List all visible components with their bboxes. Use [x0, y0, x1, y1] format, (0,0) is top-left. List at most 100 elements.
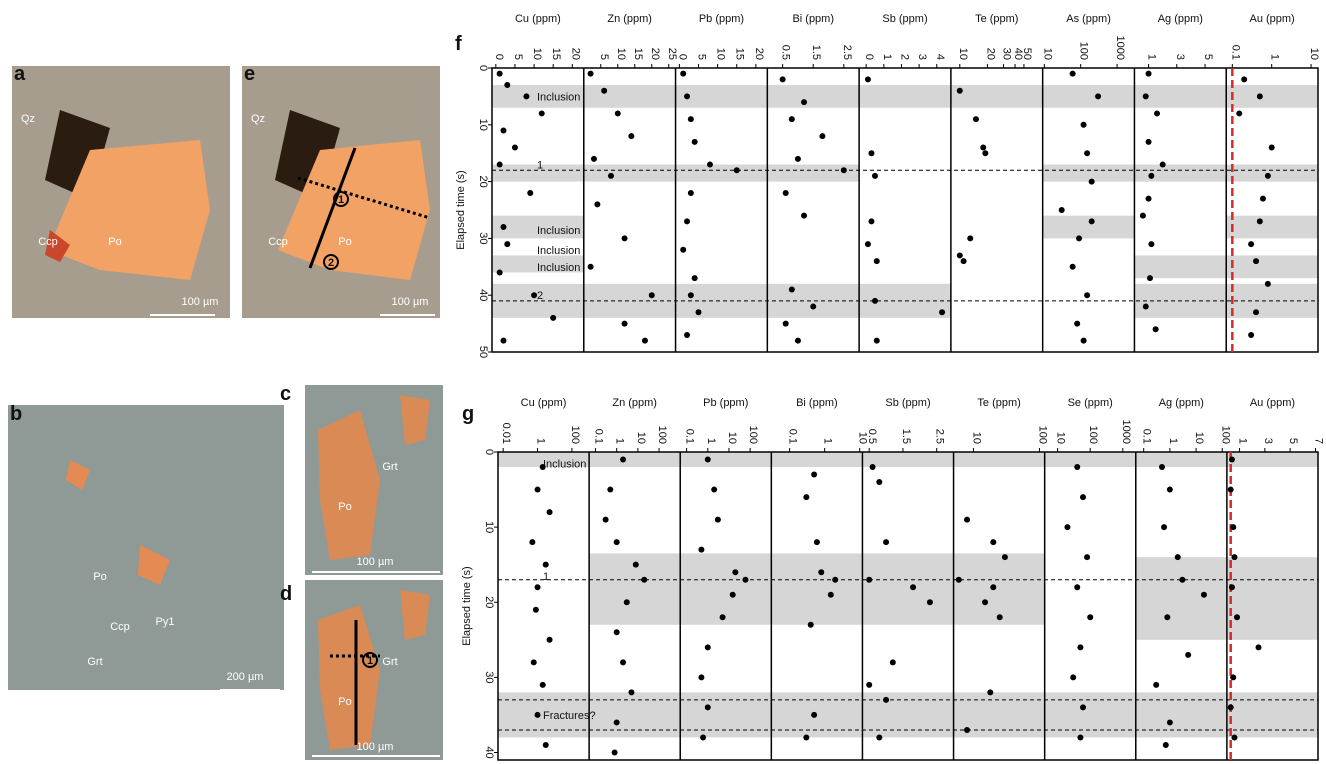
- data-point: [819, 133, 825, 139]
- data-point: [539, 110, 545, 116]
- data-point: [688, 292, 694, 298]
- data-point: [591, 156, 597, 162]
- y-tick-label: 20: [483, 596, 495, 608]
- y-tick-label: 40: [483, 746, 495, 758]
- x-tick-label: 5: [512, 54, 524, 60]
- track-title: Ag (ppm): [1158, 13, 1203, 25]
- data-point: [1143, 304, 1149, 310]
- data-point: [715, 517, 721, 523]
- data-point: [684, 218, 690, 224]
- data-point: [783, 321, 789, 327]
- y-axis-label: Elapsed time (s): [455, 170, 467, 249]
- data-point: [1074, 464, 1080, 470]
- data-point: [1064, 524, 1070, 530]
- data-point: [1253, 258, 1259, 264]
- data-point: [957, 88, 963, 94]
- data-point: [543, 562, 549, 568]
- data-point: [1229, 457, 1235, 463]
- x-tick-label: 10: [1055, 432, 1067, 444]
- data-point: [1081, 338, 1087, 344]
- data-point: [641, 577, 647, 583]
- data-point: [550, 315, 556, 321]
- photo-a: [12, 66, 230, 318]
- mineral-label: Grt: [382, 656, 397, 668]
- data-point: [1080, 494, 1086, 500]
- data-point: [1146, 139, 1152, 145]
- x-tick-label: 4: [934, 54, 946, 60]
- data-point: [535, 487, 541, 493]
- data-point: [1229, 584, 1235, 590]
- data-point: [594, 201, 600, 207]
- data-point: [890, 659, 896, 665]
- data-point: [500, 338, 506, 344]
- data-point: [1241, 76, 1247, 82]
- data-point: [1228, 487, 1234, 493]
- data-point: [622, 321, 628, 327]
- mineral-label: Grt: [382, 461, 397, 473]
- data-point: [883, 697, 889, 703]
- photo-d: [305, 580, 443, 760]
- data-point: [1148, 173, 1154, 179]
- data-point: [789, 116, 795, 122]
- x-tick-label: 1000: [1114, 36, 1126, 60]
- mineral-label: Po: [93, 571, 106, 583]
- data-point: [535, 712, 541, 718]
- x-tick-label: 10: [531, 48, 543, 60]
- data-point: [1084, 554, 1090, 560]
- data-point: [780, 76, 786, 82]
- data-point: [1231, 734, 1237, 740]
- y-tick-label: 40: [477, 289, 489, 301]
- panel-label: b: [10, 403, 22, 425]
- data-point: [547, 509, 553, 515]
- x-tick-label: 2.5: [841, 45, 853, 60]
- data-point: [964, 517, 970, 523]
- data-point: [868, 218, 874, 224]
- x-tick-label: 0.1: [684, 429, 696, 444]
- data-point: [624, 599, 630, 605]
- y-tick-label: 10: [477, 119, 489, 131]
- x-tick-label: 20: [569, 48, 581, 60]
- data-point: [588, 264, 594, 270]
- data-point: [531, 659, 537, 665]
- scale-label: 100 µm: [357, 556, 394, 568]
- scale-label: 100 µm: [357, 741, 394, 753]
- data-point: [1002, 554, 1008, 560]
- data-point: [1070, 674, 1076, 680]
- track-title: Te (ppm): [975, 13, 1018, 25]
- y-tick-label: 50: [477, 346, 489, 358]
- data-point: [927, 599, 933, 605]
- data-point: [876, 479, 882, 485]
- data-point: [811, 712, 817, 718]
- data-point: [872, 298, 878, 304]
- data-point: [1164, 614, 1170, 620]
- data-point: [865, 241, 871, 247]
- data-point: [1159, 464, 1165, 470]
- x-tick-label: 20: [649, 48, 661, 60]
- band: [1043, 216, 1135, 239]
- band: [1043, 165, 1318, 182]
- data-point: [810, 304, 816, 310]
- data-point: [956, 577, 962, 583]
- data-point: [698, 674, 704, 680]
- photo-c: [305, 385, 443, 575]
- scale-label: 200 µm: [227, 671, 264, 683]
- data-point: [1147, 275, 1153, 281]
- data-point: [803, 494, 809, 500]
- x-tick-label: 20: [753, 48, 765, 60]
- data-point: [698, 547, 704, 553]
- data-point: [841, 167, 847, 173]
- data-point: [529, 539, 535, 545]
- data-point: [688, 116, 694, 122]
- y-axis-label: Elapsed time (s): [461, 566, 473, 645]
- data-point: [1146, 71, 1152, 77]
- band: [589, 553, 1045, 624]
- mineral-label: Po: [338, 501, 351, 513]
- data-point: [696, 309, 702, 315]
- data-point: [535, 584, 541, 590]
- mineral-label: Po: [338, 236, 351, 248]
- data-point: [531, 292, 537, 298]
- data-point: [865, 76, 871, 82]
- x-tick-label: 15: [550, 48, 562, 60]
- data-point: [628, 133, 634, 139]
- data-point: [1148, 241, 1154, 247]
